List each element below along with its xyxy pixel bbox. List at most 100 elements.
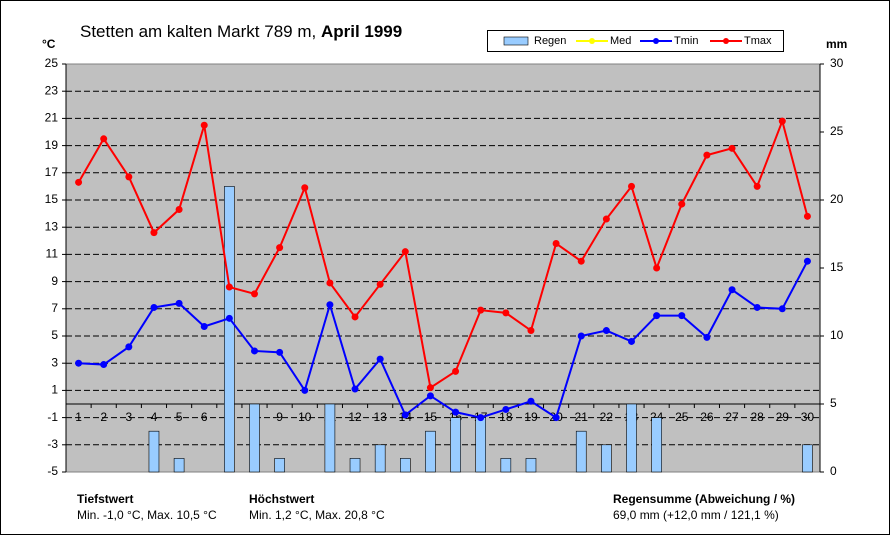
bar	[173, 458, 185, 473]
y2-tick-label: 5	[830, 396, 837, 410]
y-tick-label: 13	[45, 219, 59, 233]
point	[728, 286, 736, 294]
point	[778, 305, 786, 313]
bar	[274, 458, 285, 473]
point	[225, 283, 233, 291]
x-tick-label: 4	[151, 410, 158, 424]
point	[326, 301, 334, 309]
point	[376, 355, 384, 363]
legend-swatch	[503, 36, 529, 46]
y-tick-label: 9	[51, 274, 58, 288]
point	[602, 215, 610, 223]
point	[477, 414, 485, 422]
point	[426, 392, 434, 400]
bar	[575, 430, 587, 473]
point	[703, 333, 711, 341]
point	[175, 206, 183, 214]
bar	[349, 458, 361, 473]
point	[753, 182, 761, 190]
bar	[425, 430, 436, 473]
legend-marker	[589, 38, 595, 44]
point	[276, 348, 284, 356]
point	[376, 280, 384, 288]
point	[175, 299, 183, 307]
point	[628, 337, 635, 345]
point	[653, 312, 661, 320]
point	[602, 327, 610, 335]
point	[577, 332, 585, 340]
y-tick-label: -1	[47, 410, 58, 424]
point	[301, 386, 309, 394]
bar	[249, 403, 260, 473]
x-tick-label: 6	[201, 410, 208, 424]
legend	[487, 30, 784, 52]
point	[653, 264, 661, 272]
footer-text: Min. 1,2 °C, Max. 20,8 °C	[249, 508, 385, 522]
point	[100, 135, 108, 143]
x-tick-label: 25	[675, 410, 689, 424]
bar	[148, 430, 160, 473]
point	[477, 306, 485, 314]
point	[125, 343, 133, 351]
footer-heading: Tiefstwert	[77, 492, 133, 506]
point	[75, 359, 83, 367]
chart-title: Stetten am kalten Markt 789 m, April 199…	[80, 22, 402, 41]
x-tick-label: 13	[373, 410, 387, 424]
point	[326, 279, 334, 287]
x-tick-label: 12	[348, 410, 362, 424]
point	[803, 212, 811, 220]
point	[150, 303, 158, 311]
point	[577, 257, 585, 265]
bar	[475, 417, 487, 473]
bar	[374, 444, 386, 473]
point	[502, 309, 510, 317]
line	[77, 117, 809, 390]
title-bold: April 1999	[321, 22, 402, 41]
y-tick-label: 5	[51, 328, 58, 342]
legend-label: Med	[610, 35, 631, 47]
bar	[802, 444, 813, 473]
x-tick-label: 30	[801, 410, 815, 424]
bar	[601, 444, 612, 473]
bar	[324, 403, 336, 473]
x-tick-label: 28	[750, 410, 764, 424]
y-tick-label: 15	[45, 192, 59, 206]
bar	[651, 417, 662, 473]
bar	[399, 458, 411, 473]
point	[778, 117, 786, 125]
point	[351, 313, 359, 321]
x-tick-label: 27	[725, 410, 739, 424]
point	[251, 290, 258, 298]
bar	[224, 186, 235, 473]
y2-tick-label: 20	[830, 192, 844, 206]
footer-text: 69,0 mm (+12,0 mm / 121,1 %)	[613, 508, 779, 522]
footer-text: Min. -1,0 °C, Max. 10,5 °C	[77, 508, 217, 522]
y-tick-label: -3	[47, 437, 58, 451]
point	[200, 121, 208, 129]
point	[75, 178, 83, 186]
point	[552, 240, 560, 248]
point	[728, 144, 736, 152]
point	[527, 397, 535, 405]
y-tick-label: 25	[45, 56, 59, 70]
point	[225, 314, 233, 322]
point	[803, 257, 811, 265]
point	[628, 182, 635, 190]
point	[401, 411, 409, 419]
point	[251, 347, 258, 355]
legend-label: Tmax	[744, 35, 772, 47]
y2-tick-label: 15	[830, 260, 844, 274]
x-tick-label: 2	[100, 410, 107, 424]
point	[678, 312, 686, 320]
y2-tick-label: 10	[830, 328, 844, 342]
x-tick-label: 26	[700, 410, 714, 424]
point	[703, 151, 711, 159]
point	[753, 303, 761, 311]
legend-marker	[653, 38, 659, 44]
point	[502, 405, 510, 413]
x-tick-label: 18	[499, 410, 513, 424]
point	[200, 322, 208, 330]
y-axis-unit: °C	[42, 37, 56, 51]
y-tick-label: 1	[51, 383, 58, 397]
